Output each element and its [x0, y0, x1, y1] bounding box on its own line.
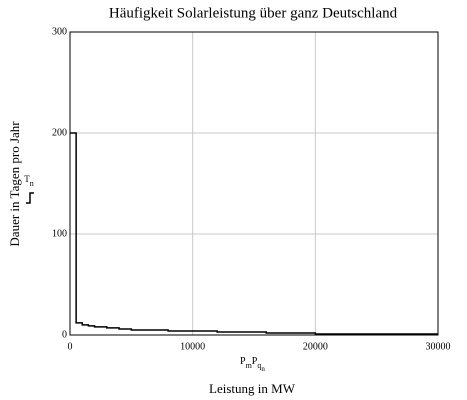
trace-sub: m — [246, 361, 253, 370]
y-tick-label: 200 — [52, 127, 67, 138]
trace-sub: n — [30, 179, 34, 188]
y-tick-label: 100 — [52, 228, 67, 239]
trace-base: P — [252, 356, 258, 367]
chart-title: Häufigkeit Solarleistung über ganz Deuts… — [109, 5, 398, 21]
x-trace-label: PmPqn — [240, 356, 265, 372]
step-line — [70, 132, 438, 335]
trace-base: T — [24, 174, 30, 184]
trace-sub: q — [257, 361, 261, 370]
y-tick-label: 0 — [62, 329, 67, 340]
x-tick-label: 0 — [68, 341, 73, 352]
x-tick-label: 10000 — [180, 341, 205, 352]
y-tick-label: 300 — [52, 26, 67, 37]
plot-frame — [69, 31, 439, 336]
x-tick-label: 30000 — [426, 341, 451, 352]
trace-base: P — [240, 356, 246, 367]
trace-subsub: n — [261, 365, 265, 373]
y-trace-label: Tn — [24, 174, 34, 188]
y-axis-label: Dauer in Tagen pro Jahr — [7, 121, 22, 247]
trace-symbol — [26, 192, 34, 204]
x-tick-label: 20000 — [303, 341, 328, 352]
x-axis-label: Leistung in MW — [209, 381, 296, 396]
